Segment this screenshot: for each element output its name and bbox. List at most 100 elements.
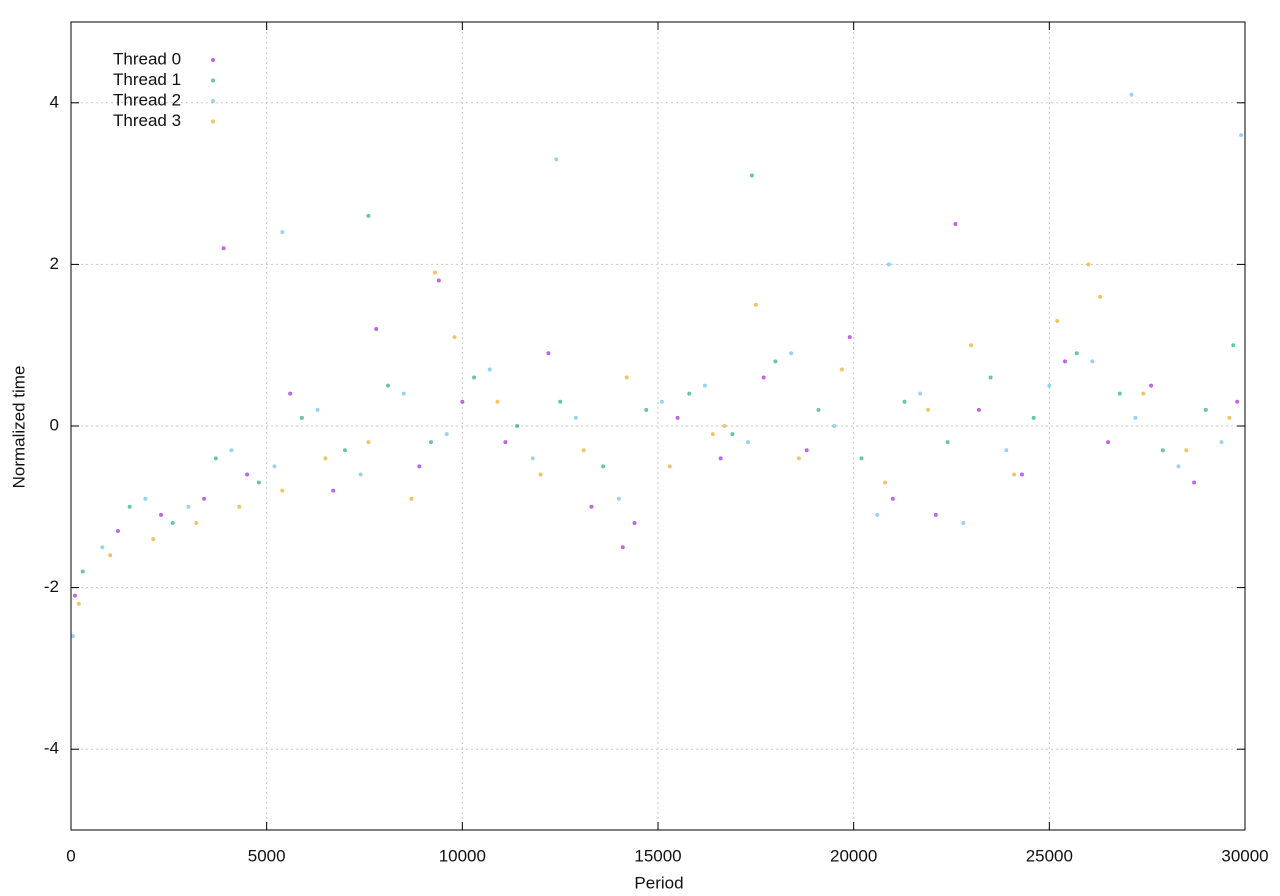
point: [976, 407, 981, 412]
point: [1149, 383, 1154, 388]
point: [530, 456, 535, 461]
point: [1086, 262, 1091, 267]
point: [1192, 480, 1197, 485]
point: [213, 456, 218, 461]
point: [374, 327, 379, 332]
point: [969, 343, 974, 348]
y-axis-label: Normalized time: [9, 366, 28, 489]
point: [1231, 343, 1236, 348]
point: [366, 440, 371, 445]
point: [472, 375, 477, 380]
point: [80, 569, 85, 574]
point: [1004, 448, 1009, 453]
point: [194, 520, 199, 525]
point: [1031, 415, 1036, 420]
point: [761, 375, 766, 380]
y-tick-label: 0: [50, 415, 59, 434]
point: [460, 399, 465, 404]
point: [601, 464, 606, 469]
legend-label: Thread 0: [113, 49, 181, 68]
point: [1203, 407, 1208, 412]
point: [245, 472, 250, 477]
point: [417, 464, 422, 469]
point: [1012, 472, 1017, 477]
point: [710, 432, 715, 437]
point: [667, 464, 672, 469]
legend-swatch: [211, 99, 215, 103]
point: [859, 456, 864, 461]
point: [409, 496, 414, 501]
point: [1019, 472, 1024, 477]
x-axis-label: Period: [634, 873, 683, 892]
point: [816, 407, 821, 412]
point: [366, 213, 371, 218]
point: [1141, 391, 1146, 396]
point: [722, 424, 727, 428]
point: [76, 601, 81, 606]
point: [229, 448, 234, 453]
legend-label: Thread 2: [113, 90, 181, 109]
point: [804, 448, 809, 453]
point: [687, 391, 692, 396]
legend-label: Thread 1: [113, 70, 181, 89]
point: [221, 246, 226, 251]
point: [186, 504, 191, 509]
legend-swatch: [211, 119, 215, 124]
point: [288, 391, 293, 396]
point: [151, 537, 156, 542]
point: [1227, 415, 1232, 420]
point: [323, 456, 328, 461]
point: [256, 480, 261, 485]
point: [702, 383, 707, 388]
point: [890, 496, 895, 501]
point: [620, 545, 625, 550]
point: [1133, 415, 1138, 420]
legend-swatch: [211, 58, 215, 62]
point: [961, 520, 966, 525]
point: [886, 262, 891, 267]
point: [1106, 440, 1111, 445]
point: [1055, 318, 1060, 323]
point: [773, 359, 778, 364]
point: [675, 415, 680, 420]
legend-swatch: [211, 78, 215, 83]
plot-frame: [70, 21, 1246, 831]
point: [170, 520, 175, 525]
point: [746, 440, 751, 445]
point: [624, 375, 629, 380]
point: [1235, 399, 1240, 404]
point: [432, 270, 437, 275]
point: [538, 472, 543, 477]
point: [1160, 448, 1165, 453]
point: [573, 415, 578, 420]
point: [1047, 383, 1052, 388]
point: [554, 157, 559, 162]
point: [749, 173, 754, 178]
x-tick-label: 5000: [248, 846, 286, 865]
x-tick-label: 0: [66, 846, 75, 865]
y-tick-label: -2: [44, 577, 59, 596]
point: [237, 504, 242, 509]
point: [1074, 351, 1079, 356]
x-tick-label: 30000: [1221, 846, 1268, 865]
point: [1062, 359, 1067, 364]
point: [789, 351, 794, 356]
point: [429, 440, 434, 445]
point: [280, 230, 285, 235]
point: [847, 335, 852, 340]
point: [558, 399, 563, 404]
point: [385, 383, 390, 388]
point: [839, 367, 844, 372]
point: [933, 512, 938, 517]
point: [632, 520, 637, 525]
point: [644, 407, 649, 412]
point: [988, 375, 993, 380]
point: [143, 496, 148, 501]
point: [918, 391, 923, 396]
point: [159, 512, 164, 517]
point: [1129, 92, 1134, 97]
point: [1219, 440, 1224, 445]
point: [202, 496, 207, 501]
point: [730, 432, 735, 437]
